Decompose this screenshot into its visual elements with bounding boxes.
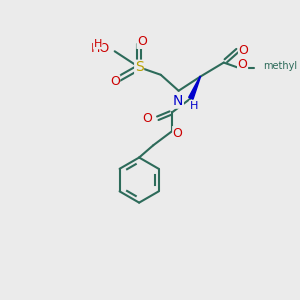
Text: H: H	[190, 101, 198, 111]
Text: O: O	[173, 127, 183, 140]
Text: N: N	[173, 94, 183, 108]
Text: O: O	[238, 58, 248, 71]
Text: S: S	[135, 60, 143, 74]
Polygon shape	[189, 76, 200, 99]
Text: HO: HO	[91, 42, 110, 55]
Text: H: H	[94, 39, 102, 49]
Text: methyl: methyl	[263, 61, 297, 71]
Text: O: O	[142, 112, 152, 125]
Text: O: O	[137, 35, 147, 48]
Text: O: O	[110, 75, 120, 88]
Text: O: O	[238, 44, 248, 57]
